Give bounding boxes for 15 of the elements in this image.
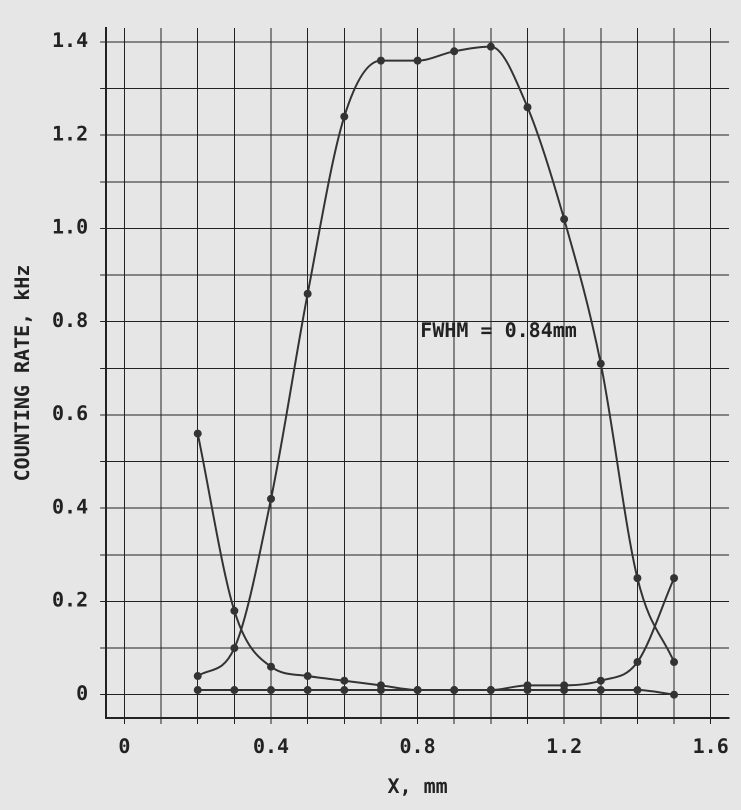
- y-tick-label: 0.2: [52, 588, 88, 612]
- y-tick-label: 1.4: [52, 28, 88, 52]
- x-axis-title: X, mm: [387, 774, 448, 798]
- x-tick-label: 0.8: [400, 734, 436, 758]
- y-tick-label: 0: [76, 680, 88, 705]
- y-tick-label: 0.8: [52, 308, 88, 332]
- y-tick-label: 1.0: [52, 214, 88, 239]
- x-tick-label: 1.2: [546, 734, 582, 758]
- x-tick-label: 0: [118, 734, 130, 758]
- x-tick-label: 0.4: [252, 734, 290, 758]
- y-tick-label: 0.6: [52, 401, 88, 426]
- y-tick-label: 1.2: [52, 121, 88, 146]
- y-axis-title: COUNTING RATE, kHz: [10, 264, 34, 482]
- y-tick-label: 0.4: [52, 494, 88, 518]
- x-tick-label: 1.6: [692, 734, 729, 758]
